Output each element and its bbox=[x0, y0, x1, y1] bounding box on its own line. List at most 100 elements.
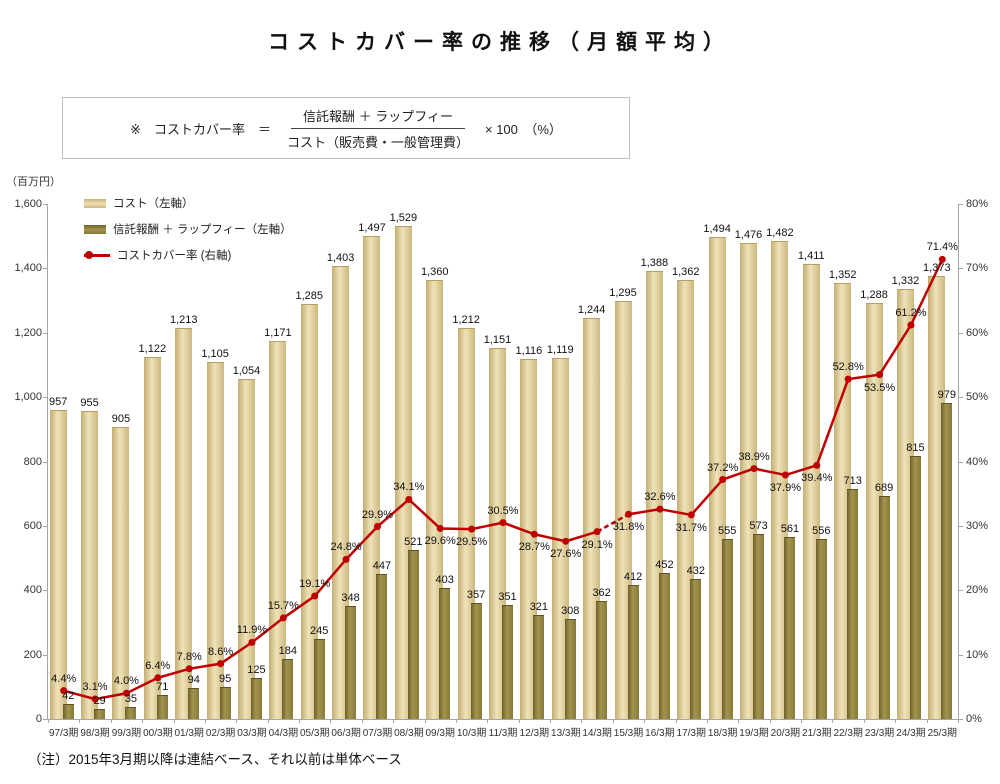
cover-rate-label: 71.4% bbox=[926, 241, 958, 254]
fee-bar bbox=[282, 658, 294, 719]
left-axis-tick bbox=[43, 204, 47, 205]
fee-bar-label: 432 bbox=[686, 564, 705, 577]
legend-item-cover-rate: コストカバー率 (右軸) bbox=[84, 242, 292, 268]
line-marker bbox=[279, 614, 287, 622]
x-axis-label: 00/3期 bbox=[143, 728, 173, 739]
cost-bar bbox=[457, 327, 475, 719]
cover-rate-label: 37.2% bbox=[707, 461, 739, 474]
line-marker bbox=[781, 471, 789, 479]
line-marker bbox=[719, 476, 727, 484]
fee-bar bbox=[502, 605, 513, 719]
cost-bar bbox=[237, 378, 255, 719]
cost-bar-label: 1,332 bbox=[891, 275, 920, 288]
right-axis-tick bbox=[959, 332, 963, 334]
line-marker bbox=[656, 505, 664, 513]
fee-bar-label: 403 bbox=[435, 574, 454, 587]
cost-bar-label: 1,116 bbox=[515, 344, 543, 357]
cost-bar-label: 1,244 bbox=[577, 303, 606, 316]
x-axis-tick bbox=[863, 719, 865, 723]
fee-bar-label: 245 bbox=[310, 625, 329, 638]
cost-bar bbox=[551, 357, 569, 719]
x-axis-label: 12/3期 bbox=[519, 728, 550, 739]
fee-bar bbox=[784, 537, 796, 719]
fee-bar-label: 184 bbox=[278, 644, 298, 657]
x-axis-label: 99/3期 bbox=[111, 728, 142, 739]
cost-bar-label: 955 bbox=[80, 396, 99, 409]
cost-bar-label: 1,360 bbox=[420, 266, 449, 279]
x-axis-label: 16/3期 bbox=[645, 728, 675, 739]
cost-bar-label: 1,482 bbox=[766, 226, 794, 239]
line-marker bbox=[593, 528, 601, 536]
right-axis-tick bbox=[959, 461, 963, 463]
x-axis-tick bbox=[455, 719, 457, 723]
fee-bar-label: 689 bbox=[874, 482, 894, 495]
cost-bar bbox=[928, 276, 946, 719]
x-axis-label: 02/3期 bbox=[205, 728, 236, 739]
x-axis-label: 98/3期 bbox=[80, 728, 110, 739]
cover-rate-label: 29.1% bbox=[581, 538, 613, 551]
fee-bar bbox=[94, 708, 106, 719]
cost-bar bbox=[834, 282, 852, 719]
x-axis-label: 24/3期 bbox=[896, 728, 926, 739]
cover-rate-label: 19.1% bbox=[299, 578, 331, 591]
fee-bar bbox=[407, 550, 419, 719]
cover-rate-label: 52.8% bbox=[832, 361, 864, 374]
line-marker bbox=[248, 638, 256, 646]
cost-bar bbox=[802, 263, 820, 719]
formula-box: ※ コストカバー率 ＝ 信託報酬 ＋ ラップフィー コスト（販売費・一般管理費）… bbox=[62, 97, 630, 159]
fee-bar-label: 815 bbox=[906, 441, 925, 454]
x-axis-tick bbox=[424, 719, 426, 723]
cover-rate-label: 28.7% bbox=[518, 541, 550, 554]
cost-bar bbox=[81, 410, 99, 719]
right-axis-tick-label: 30% bbox=[966, 519, 989, 532]
formula-suffix: × 100 （%） bbox=[484, 121, 562, 137]
fee-bar bbox=[250, 677, 262, 719]
x-axis-tick bbox=[612, 719, 614, 723]
x-axis-label: 01/3期 bbox=[174, 728, 204, 739]
x-axis-tick bbox=[110, 719, 112, 723]
cost-bar-label: 1,119 bbox=[546, 343, 574, 356]
fee-bar bbox=[815, 539, 827, 719]
fee-bar bbox=[188, 687, 200, 719]
cost-bar-label: 1,105 bbox=[201, 348, 229, 361]
cost-bar bbox=[677, 279, 695, 719]
left-axis-tick-label: 1,600 bbox=[14, 198, 42, 210]
cost-bar-label: 957 bbox=[49, 395, 68, 408]
line-marker bbox=[687, 511, 695, 519]
cost-bar bbox=[426, 280, 444, 719]
fee-bar bbox=[376, 574, 388, 719]
left-axis-tick bbox=[43, 590, 47, 592]
cost-bar bbox=[143, 356, 161, 719]
cost-bar-label: 1,288 bbox=[860, 289, 888, 302]
right-axis-tick-label: 80% bbox=[966, 198, 989, 210]
cost-bar bbox=[206, 362, 224, 719]
x-axis-label: 97/3期 bbox=[48, 728, 79, 739]
cost-bar bbox=[49, 409, 67, 719]
fee-bar bbox=[439, 588, 451, 719]
line-marker bbox=[938, 255, 946, 263]
right-axis-tick bbox=[959, 204, 963, 205]
cost-bar bbox=[583, 317, 601, 719]
x-axis-tick bbox=[832, 719, 834, 723]
fee-bar bbox=[62, 704, 74, 719]
x-axis-label: 20/3期 bbox=[770, 728, 801, 739]
x-axis-tick bbox=[958, 719, 959, 723]
fee-bar-label: 556 bbox=[812, 525, 831, 538]
line-marker bbox=[122, 689, 130, 697]
fee-bar-label: 35 bbox=[124, 692, 138, 705]
fee-bar bbox=[125, 706, 137, 719]
cover-rate-label: 8.6% bbox=[208, 645, 234, 658]
cost-bar-label: 1,285 bbox=[295, 290, 323, 303]
line-swatch-icon bbox=[84, 251, 110, 259]
cover-rate-label: 15.7% bbox=[267, 599, 299, 612]
line-marker bbox=[625, 510, 633, 518]
line-marker bbox=[154, 674, 162, 682]
legend-label-cost: コスト（左軸） bbox=[113, 198, 194, 210]
left-axis-tick bbox=[43, 397, 47, 399]
x-axis-label: 19/3期 bbox=[739, 728, 769, 739]
fee-bar bbox=[345, 606, 357, 719]
fee-bar-label: 573 bbox=[749, 519, 768, 532]
cover-rate-label: 31.7% bbox=[675, 521, 707, 534]
cover-rate-label: 32.6% bbox=[644, 491, 676, 504]
x-axis-tick bbox=[675, 719, 677, 723]
